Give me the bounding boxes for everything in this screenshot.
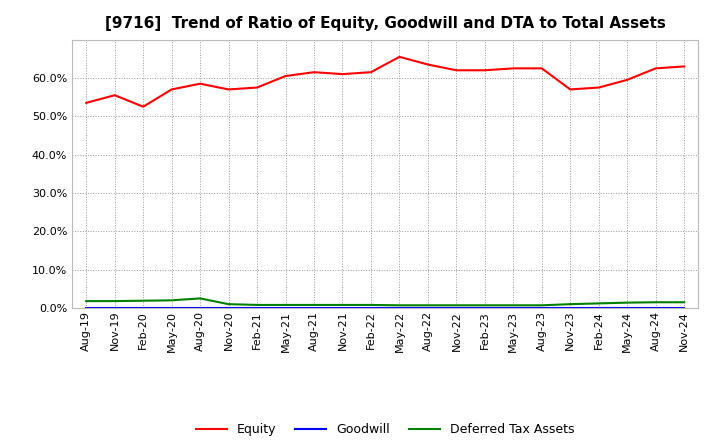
Goodwill: [82, 305, 91, 311]
Deferred Tax Assets: [253, 302, 261, 308]
Deferred Tax Assets: [282, 302, 290, 308]
Deferred Tax Assets: [452, 303, 461, 308]
Equity: [595, 85, 603, 90]
Deferred Tax Assets: [537, 303, 546, 308]
Legend: Equity, Goodwill, Deferred Tax Assets: Equity, Goodwill, Deferred Tax Assets: [191, 418, 580, 440]
Goodwill: [310, 305, 318, 311]
Deferred Tax Assets: [310, 302, 318, 308]
Goodwill: [452, 305, 461, 311]
Equity: [623, 77, 631, 82]
Goodwill: [623, 305, 631, 311]
Equity: [196, 81, 204, 86]
Deferred Tax Assets: [509, 303, 518, 308]
Deferred Tax Assets: [395, 303, 404, 308]
Deferred Tax Assets: [623, 300, 631, 305]
Equity: [338, 71, 347, 77]
Equity: [225, 87, 233, 92]
Equity: [253, 85, 261, 90]
Equity: [110, 92, 119, 98]
Equity: [139, 104, 148, 109]
Deferred Tax Assets: [167, 298, 176, 303]
Goodwill: [110, 305, 119, 311]
Deferred Tax Assets: [110, 298, 119, 304]
Deferred Tax Assets: [338, 302, 347, 308]
Goodwill: [196, 305, 204, 311]
Goodwill: [338, 305, 347, 311]
Deferred Tax Assets: [139, 298, 148, 303]
Goodwill: [595, 305, 603, 311]
Equity: [452, 68, 461, 73]
Equity: [167, 87, 176, 92]
Equity: [509, 66, 518, 71]
Equity: [282, 73, 290, 79]
Deferred Tax Assets: [680, 300, 688, 305]
Equity: [395, 54, 404, 59]
Goodwill: [395, 305, 404, 311]
Equity: [537, 66, 546, 71]
Goodwill: [680, 305, 688, 311]
Equity: [310, 70, 318, 75]
Goodwill: [253, 305, 261, 311]
Equity: [366, 70, 375, 75]
Goodwill: [167, 305, 176, 311]
Line: Equity: Equity: [86, 57, 684, 106]
Goodwill: [366, 305, 375, 311]
Goodwill: [537, 305, 546, 311]
Goodwill: [566, 305, 575, 311]
Equity: [423, 62, 432, 67]
Goodwill: [509, 305, 518, 311]
Title: [9716]  Trend of Ratio of Equity, Goodwill and DTA to Total Assets: [9716] Trend of Ratio of Equity, Goodwil…: [105, 16, 665, 32]
Equity: [680, 64, 688, 69]
Equity: [82, 100, 91, 106]
Deferred Tax Assets: [480, 303, 489, 308]
Equity: [652, 66, 660, 71]
Deferred Tax Assets: [595, 301, 603, 306]
Deferred Tax Assets: [196, 296, 204, 301]
Deferred Tax Assets: [366, 302, 375, 308]
Goodwill: [652, 305, 660, 311]
Deferred Tax Assets: [225, 301, 233, 307]
Deferred Tax Assets: [652, 300, 660, 305]
Deferred Tax Assets: [82, 298, 91, 304]
Goodwill: [225, 305, 233, 311]
Goodwill: [282, 305, 290, 311]
Equity: [566, 87, 575, 92]
Line: Deferred Tax Assets: Deferred Tax Assets: [86, 298, 684, 305]
Goodwill: [480, 305, 489, 311]
Deferred Tax Assets: [566, 301, 575, 307]
Goodwill: [139, 305, 148, 311]
Equity: [480, 68, 489, 73]
Goodwill: [423, 305, 432, 311]
Deferred Tax Assets: [423, 303, 432, 308]
